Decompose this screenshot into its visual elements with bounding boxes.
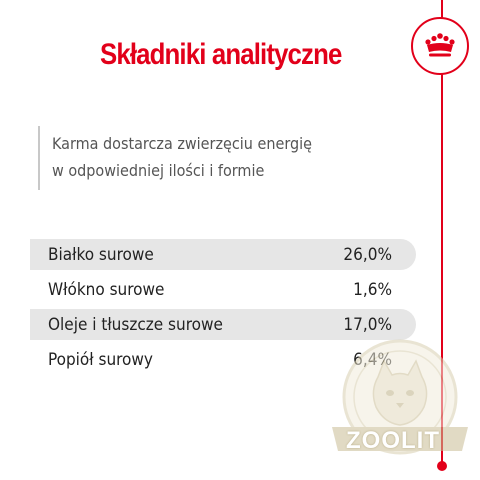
nutrient-label: Popiół surowy [48, 349, 153, 370]
nutrient-label: Oleje i tłuszcze surowe [48, 314, 223, 335]
nutrient-row: Włókno surowe 1,6% [30, 274, 416, 305]
timeline-dot [437, 461, 447, 471]
nutrient-value: 26,0% [343, 244, 392, 265]
nutrient-row: Białko surowe 26,0% [30, 239, 416, 270]
page-title: Składniki analityczne [100, 38, 342, 71]
description-line-1: Karma dostarcza zwierzęciu energię [52, 134, 312, 153]
description: Karma dostarcza zwierzęciu energię w odp… [52, 130, 312, 184]
nutrient-label: Włókno surowe [48, 279, 165, 300]
brand-logo-circle [411, 17, 469, 75]
crown-icon [425, 33, 455, 57]
nutrient-label: Białko surowe [48, 244, 154, 265]
watermark-text: ZOOLIT [346, 427, 440, 454]
nutrient-value: 17,0% [343, 314, 392, 335]
nutrient-row: Popiół surowy 6,4% [30, 344, 416, 375]
description-line-2: w odpowiedniej ilości i formie [52, 161, 265, 180]
nutrient-row: Oleje i tłuszcze surowe 17,0% [30, 309, 416, 340]
description-accent-bar [38, 126, 40, 190]
timeline-line [441, 0, 443, 465]
nutrient-value: 1,6% [353, 279, 392, 300]
nutrient-table: Białko surowe 26,0% Włókno surowe 1,6% O… [30, 239, 416, 379]
nutrient-value: 6,4% [353, 349, 392, 370]
